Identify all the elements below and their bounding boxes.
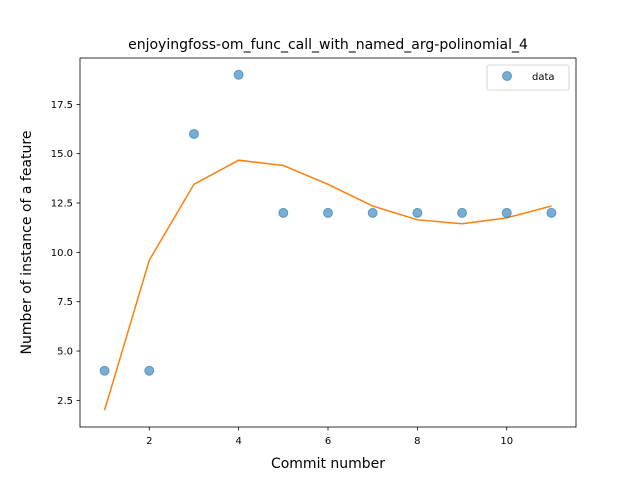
x-axis-label: Commit number (271, 456, 385, 472)
y-tick-label: 5.0 (57, 347, 73, 358)
data-point (546, 207, 557, 218)
legend-marker-data (502, 71, 512, 81)
y-tick-label: 7.5 (57, 297, 73, 308)
legend-label-data: data (532, 72, 555, 83)
data-point (367, 207, 378, 218)
x-tick-label: 2 (146, 436, 152, 447)
y-tick-label: 15.0 (51, 149, 73, 160)
fit-line (103, 159, 552, 411)
legend-box (486, 64, 570, 91)
series-layer (99, 69, 557, 411)
data-point (323, 207, 333, 218)
data-point (457, 207, 468, 218)
y-tick-label: 2.5 (57, 396, 73, 407)
data-point (144, 365, 155, 376)
x-tick-label: 4 (235, 436, 241, 447)
y-tick-label: 12.5 (51, 199, 73, 210)
y-tick-label: 10.0 (51, 248, 73, 259)
data-point (412, 207, 423, 218)
x-axis-ticks: 2 4 6 8 10 (146, 427, 513, 447)
data-point (188, 128, 199, 139)
y-axis-ticks: 2.5 5.0 7.5 10.0 12.5 15.0 17.5 (51, 100, 80, 407)
x-tick-label: 8 (414, 436, 420, 447)
data-point (233, 69, 244, 80)
x-tick-label: 10 (500, 436, 513, 447)
y-axis-label: Number of instance of a feature (19, 131, 35, 355)
plot-frame (79, 57, 577, 428)
x-tick-label: 6 (325, 436, 331, 447)
legend: data (486, 64, 570, 91)
data-point (501, 207, 512, 218)
data-point (99, 365, 110, 376)
y-tick-label: 17.5 (51, 100, 73, 111)
data-point (278, 207, 289, 218)
chart-title: enjoyingfoss-om_func_call_with_named_arg… (128, 37, 528, 53)
